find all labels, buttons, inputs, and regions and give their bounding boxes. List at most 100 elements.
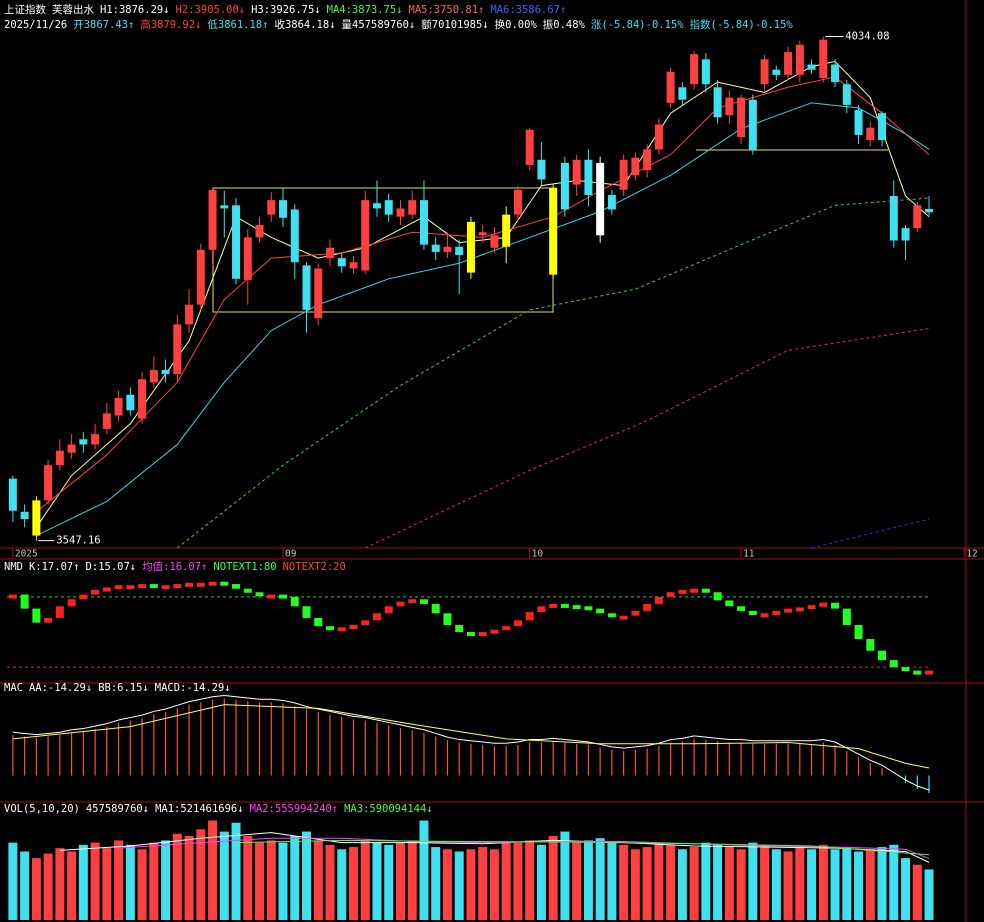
volume-bar: [525, 840, 535, 920]
header-item: MA6:3586.67↑: [490, 4, 566, 16]
header-item: 均值:16.07↑: [142, 560, 207, 573]
header-item: VOL(5,10,20): [4, 803, 80, 815]
k-bar: [220, 581, 229, 586]
volume-bar: [20, 851, 30, 920]
candle-body: [560, 162, 569, 210]
candle-body: [91, 434, 100, 445]
candle-body: [302, 265, 311, 310]
candle-body: [419, 200, 428, 245]
k-bar: [478, 632, 487, 637]
volume-bar: [501, 842, 511, 920]
candle-body: [502, 214, 511, 247]
candle-body: [490, 235, 499, 248]
volume-bar: [407, 840, 417, 920]
k-bar: [372, 613, 381, 621]
candle-body: [842, 84, 851, 105]
candle-body: [772, 69, 781, 75]
k-bar: [901, 667, 910, 672]
candle-body: [513, 189, 522, 215]
aa-line: [12, 695, 930, 791]
volume-bar: [208, 820, 218, 920]
k-bar: [878, 650, 887, 661]
k-bar: [525, 612, 534, 621]
candle-body: [784, 52, 793, 75]
volume-bar: [795, 847, 805, 920]
k-bar: [596, 608, 605, 614]
header-item: 开3867.43↑: [73, 19, 134, 31]
k-bar: [490, 629, 499, 634]
candle-body: [349, 262, 358, 269]
k-bar: [196, 582, 205, 587]
header-item: 额70101985↓: [421, 18, 488, 31]
volume-bar: [114, 840, 124, 920]
k-bar: [607, 613, 616, 618]
candle-body: [431, 244, 440, 252]
volume-bar: [290, 836, 300, 920]
k-bar: [384, 606, 393, 614]
k-bar: [431, 603, 440, 614]
header-item: MACD:-14.29↓: [155, 682, 231, 694]
k-bar: [643, 603, 652, 611]
volume-bar: [172, 833, 182, 920]
k-bar: [243, 588, 252, 593]
k-bar: [126, 585, 135, 590]
volume-bar: [748, 842, 758, 920]
candle-body: [631, 157, 640, 176]
candle-body: [208, 189, 217, 250]
k-bar: [619, 615, 628, 620]
k-bar: [690, 588, 699, 593]
k-bar: [772, 610, 781, 615]
candle-body: [384, 200, 393, 215]
x-tick-label: 2025: [15, 549, 38, 560]
header-item: 指数(-5.84)-0.15%: [690, 18, 794, 31]
k-bar: [419, 599, 428, 604]
volume-bar: [713, 844, 723, 920]
k-bar: [255, 592, 264, 597]
volume-bar: [842, 847, 852, 920]
volume-bar: [818, 844, 828, 920]
k-bar: [678, 589, 687, 594]
candle-body: [878, 113, 887, 141]
candle-body: [748, 99, 757, 150]
volume-bar: [102, 848, 112, 920]
candle-body: [232, 205, 241, 279]
volume-bar: [607, 842, 617, 920]
volume-bar: [924, 869, 934, 920]
volume-bar: [677, 849, 687, 920]
header-item: 涨(-5.84)-0.15%: [591, 19, 684, 31]
header-item: D:15.07↓: [86, 561, 137, 573]
volume-bar: [55, 848, 65, 920]
volume-bar: [560, 831, 570, 920]
k-bar: [549, 603, 558, 608]
volume-bar: [513, 842, 523, 920]
header-item: MA3:590094144↓: [344, 803, 433, 815]
volume-bar: [466, 849, 476, 920]
candle-body: [795, 44, 804, 75]
k-bar: [114, 585, 123, 590]
k-bar: [819, 602, 828, 607]
volume-bar: [889, 844, 899, 920]
candle-body: [478, 232, 487, 236]
k-bar: [349, 625, 358, 629]
volume-bar: [302, 831, 312, 920]
candle-body: [44, 465, 53, 501]
x-tick-label: 11: [743, 549, 755, 560]
candle-body: [537, 159, 546, 180]
volume-bar: [689, 847, 699, 920]
volume-bar: [654, 842, 664, 920]
header-item: 低3861.18↑: [207, 18, 268, 31]
volume-bar: [196, 829, 206, 920]
candle-body: [314, 268, 323, 319]
k-bar: [396, 601, 405, 607]
k-bar: [666, 592, 675, 597]
header: 2025/11/26 开3867.43↑ 高3879.92↓ 低3861.18↑ 收38…: [4, 18, 793, 31]
volume-bar: [266, 840, 276, 920]
k-bar: [584, 606, 593, 611]
volume-bar: [572, 842, 582, 920]
header-item: 振0.48%: [543, 18, 586, 31]
candle-body: [8, 478, 17, 511]
header-item: 457589760↓: [86, 803, 149, 815]
candle-body: [901, 228, 910, 241]
header-item: H1:3876.29↓: [100, 4, 170, 16]
volume-bar: [149, 842, 159, 920]
